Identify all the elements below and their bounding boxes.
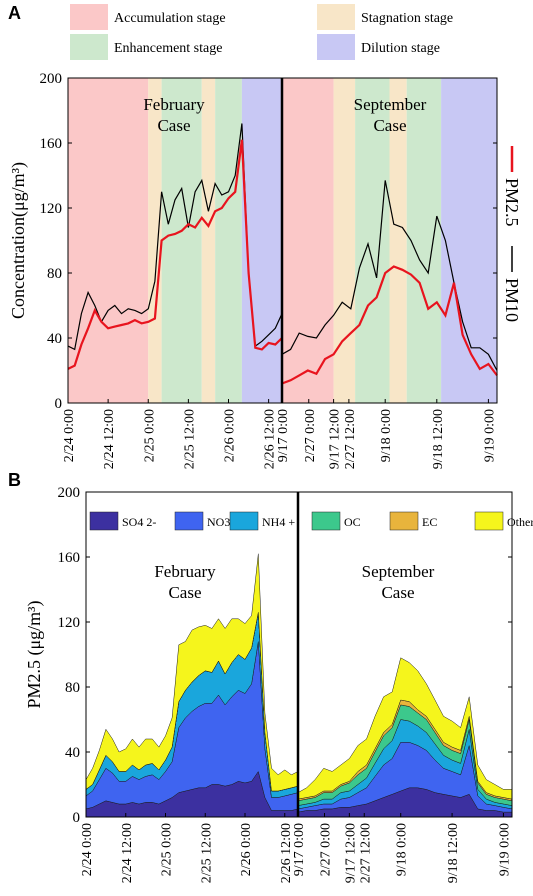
case-label: February (154, 562, 216, 581)
stage-band (201, 78, 216, 403)
x-tick-label: 9/18 0:00 (379, 409, 394, 462)
x-tick-label: 9/19 0:00 (482, 409, 497, 462)
pm25-legend-label: PM2.5 (502, 178, 522, 227)
stage-band (333, 78, 356, 403)
x-tick-label: 2/25 12:00 (199, 823, 214, 883)
pm25-line-september (281, 265, 498, 385)
pm10-legend-label: PM10 (502, 278, 522, 322)
case-label: September (362, 562, 435, 581)
x-tick-label: 2/27 12:00 (358, 823, 373, 883)
x-tick-label: 9/17 0:00 (292, 823, 307, 876)
y-tick-label: 40 (65, 745, 80, 761)
x-tick-label: 2/24 0:00 (62, 409, 77, 462)
case-label: February (143, 95, 205, 114)
y-tick-label: 0 (55, 396, 63, 412)
pm25-line-february (67, 139, 283, 370)
legend-swatch (174, 511, 204, 531)
stage-legend-label: Dilution stage (361, 41, 440, 56)
stage-band (68, 78, 149, 403)
x-tick-label: 9/17 0:00 (276, 409, 291, 462)
x-tick-label: 9/18 0:00 (395, 823, 410, 876)
legend-swatch (389, 511, 419, 531)
x-tick-label: 9/18 12:00 (446, 823, 461, 883)
legend-label: NO3 - (207, 515, 237, 529)
x-tick-label: 2/26 0:00 (223, 409, 238, 462)
legend-label: SO4 2- (122, 515, 156, 529)
legend-swatch (89, 511, 119, 531)
x-tick-label: 2/24 0:00 (80, 823, 95, 876)
series-legend: PM2.5 PM10 (502, 146, 522, 322)
panel-a: A Accumulation stage Stagnation stage Enhan… (8, 3, 522, 469)
legend-label: NH4 + (262, 515, 295, 529)
panel-b: B 0 40 80 120 160 200 2/24 0:00 2/24 12:00 2/25 0… (8, 470, 533, 883)
y-tick-label: 200 (58, 485, 81, 501)
x-tick-label: 2/27 0:00 (303, 409, 318, 462)
stage-legend-label: Accumulation stage (114, 11, 226, 26)
x-tick-label: 2/24 12:00 (120, 823, 135, 883)
y-tick-label: 40 (47, 331, 62, 347)
legend-swatch (474, 511, 504, 531)
y-tick-label: 200 (40, 71, 63, 87)
stage-band (161, 78, 202, 403)
case-label: Case (157, 116, 190, 135)
y-axis-label: Concentration(μg/m³) (8, 162, 29, 319)
stage-legend-swatch (317, 4, 355, 30)
case-label: September (354, 95, 427, 114)
stage-legend-swatch (317, 34, 355, 60)
stage-band (355, 78, 390, 403)
y-axis-label: PM2.5 (μg/m³) (24, 600, 45, 708)
legend-label: EC (422, 515, 437, 529)
x-tick-label: 2/27 12:00 (343, 409, 358, 469)
x-tick-label: 9/17 12:00 (328, 409, 343, 469)
x-tick-label: 2/25 12:00 (182, 409, 197, 469)
panel-letter-b: B (8, 470, 21, 490)
stage-band (389, 78, 407, 403)
pm10-line-september (281, 180, 498, 371)
x-tick-label: 2/24 12:00 (102, 409, 117, 469)
stage-band (148, 78, 162, 403)
legend-swatch (229, 511, 259, 531)
x-tick-label: 2/25 0:00 (142, 409, 157, 462)
case-label: Case (381, 583, 414, 602)
stage-legend-label: Enhancement stage (114, 41, 222, 56)
x-tick-label: 2/26 12:00 (263, 409, 278, 469)
stage-legend-swatch (70, 34, 108, 60)
stage-legend-label: Stagnation stage (361, 11, 453, 26)
legend-label: OC (344, 515, 361, 529)
stage-band (282, 78, 334, 403)
y-tick-label: 80 (47, 266, 62, 282)
x-tick-label: 9/19 0:00 (497, 823, 512, 876)
panel-letter-a: A (8, 3, 21, 23)
x-tick-label: 2/26 12:00 (279, 823, 294, 883)
legend-label: Other (507, 515, 533, 529)
y-tick-label: 120 (58, 615, 81, 631)
x-tick-label: 2/27 0:00 (319, 823, 334, 876)
case-label: Case (168, 583, 201, 602)
y-tick-label: 80 (65, 680, 80, 696)
x-tick-label: 2/25 0:00 (160, 823, 175, 876)
stage-band (215, 78, 242, 403)
y-tick-label: 120 (40, 201, 63, 217)
x-tick-label: 9/17 12:00 (343, 823, 358, 883)
legend-swatch (311, 511, 341, 531)
y-tick-label: 160 (58, 550, 81, 566)
y-tick-label: 0 (73, 810, 81, 826)
x-tick-label: 9/18 12:00 (431, 409, 446, 469)
case-label: Case (373, 116, 406, 135)
stage-legend-swatch (70, 4, 108, 30)
y-tick-label: 160 (40, 136, 63, 152)
stage-band (406, 78, 442, 403)
x-tick-label: 2/26 0:00 (239, 823, 254, 876)
